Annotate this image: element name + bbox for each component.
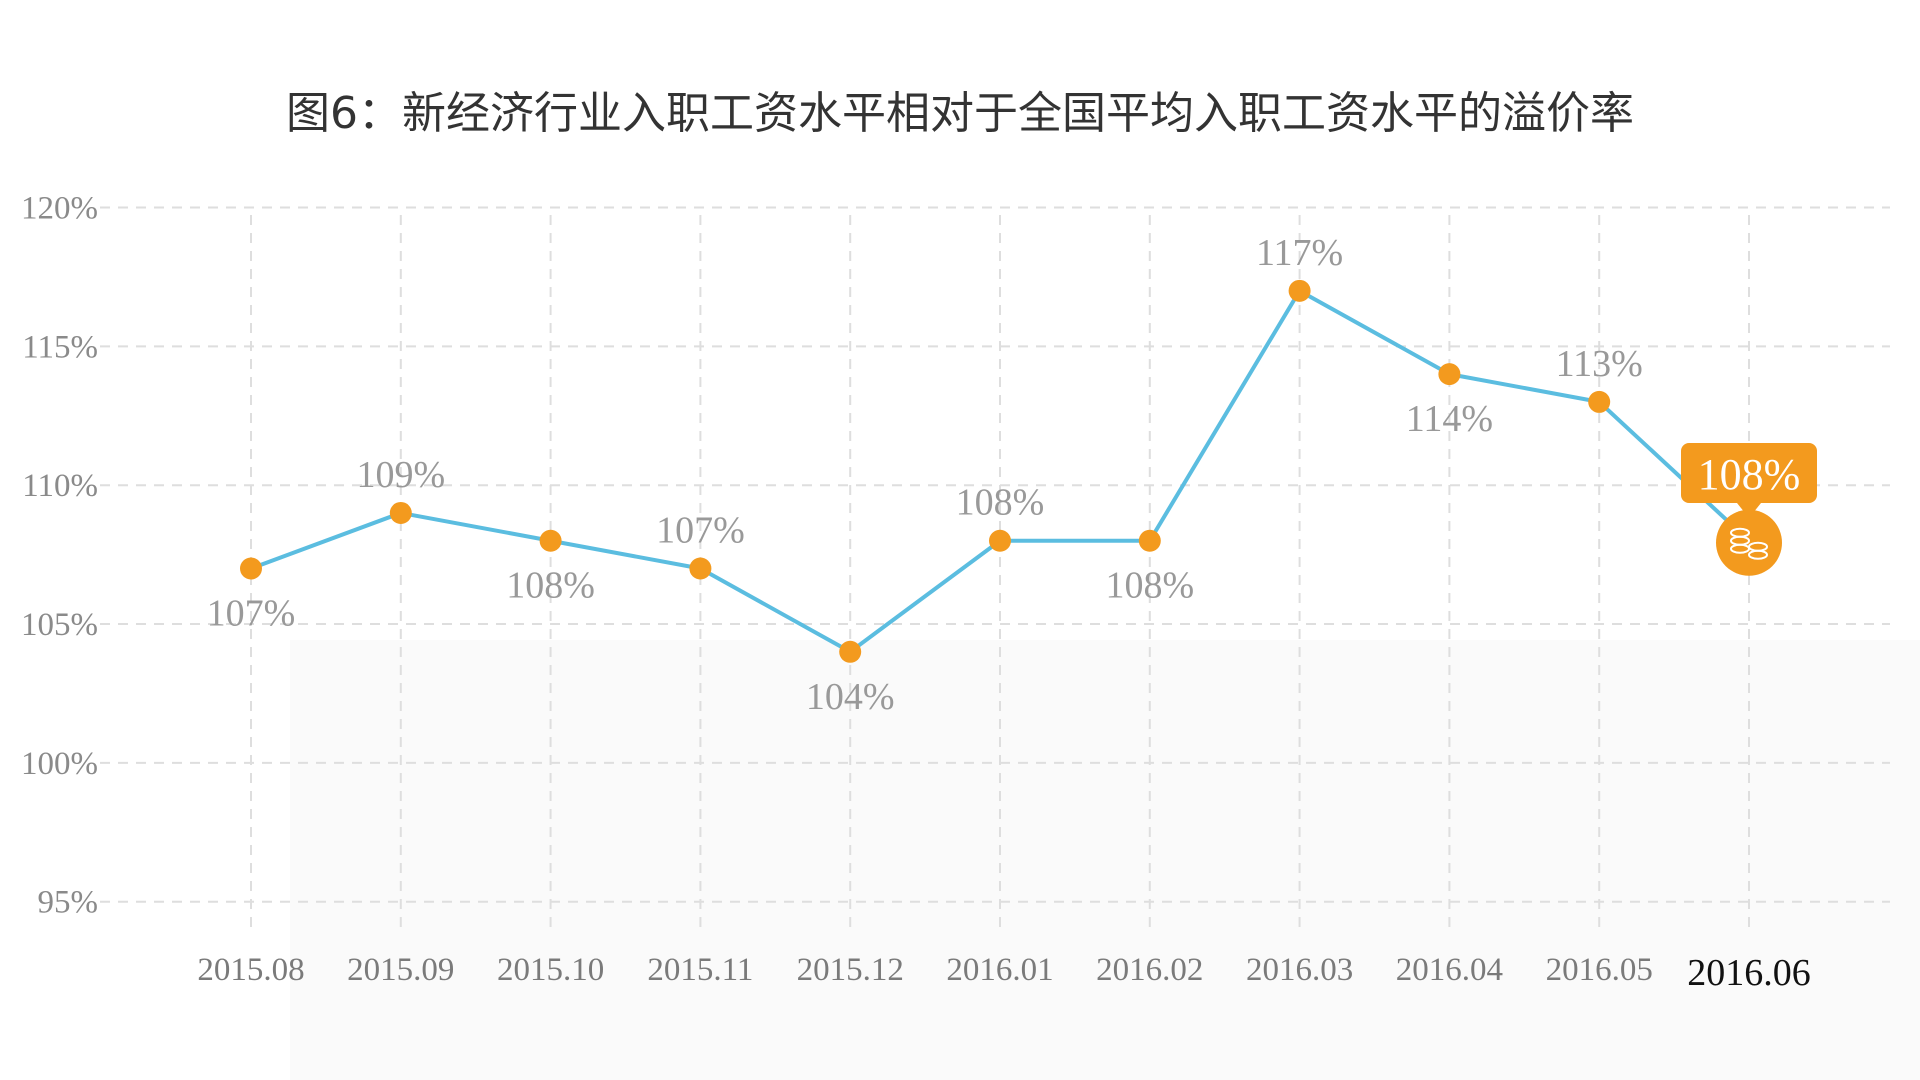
plot-shade xyxy=(290,640,1920,1080)
data-point xyxy=(240,557,262,580)
y-tick-label: 115% xyxy=(22,329,98,365)
data-label: 107% xyxy=(207,593,296,635)
callout-box xyxy=(1681,443,1817,503)
x-tick-label: 2015.12 xyxy=(797,952,904,988)
data-label: 108% xyxy=(1105,565,1194,607)
data-markers xyxy=(240,279,1611,663)
x-axis-ticks: 2015.08 2015.09 2015.10 2015.11 2015.12 2016.… xyxy=(197,952,1810,994)
data-point xyxy=(1588,390,1611,413)
y-axis-ticks: 95% 100% 105% 110% 115% 120% xyxy=(21,191,98,921)
callout-label: 108% xyxy=(1698,450,1801,499)
vertical-grid xyxy=(250,215,1750,930)
y-tick-label: 120% xyxy=(21,191,98,227)
x-tick-label: 2015.11 xyxy=(647,952,753,988)
y-tick-label: 105% xyxy=(21,607,98,643)
data-label: 113% xyxy=(1556,343,1643,385)
data-label: 117% xyxy=(1256,232,1343,274)
data-label: 104% xyxy=(806,676,895,718)
chart-title: 图6：新经济行业入职工资水平相对于全国平均入职工资水平的溢价率 xyxy=(286,88,1634,139)
x-tick-label: 2015.10 xyxy=(497,952,604,988)
data-label: 107% xyxy=(656,510,745,552)
y-tick-label: 110% xyxy=(22,468,98,504)
x-tick-label: 2016.02 xyxy=(1096,952,1203,988)
highlight-callout: 108% xyxy=(1681,443,1817,518)
data-point xyxy=(1138,529,1161,552)
data-label: 109% xyxy=(356,454,445,496)
x-tick-label: 2016.04 xyxy=(1396,952,1503,988)
y-tick-label: 95% xyxy=(38,885,99,921)
data-label: 114% xyxy=(1406,398,1493,440)
y-tick-label: 100% xyxy=(21,746,98,782)
x-tick-label: 2015.08 xyxy=(197,952,304,988)
data-point xyxy=(1288,279,1311,302)
data-point xyxy=(539,529,562,552)
data-point xyxy=(689,557,712,580)
data-label: 108% xyxy=(506,565,595,607)
x-tick-label: 2016.01 xyxy=(946,952,1053,988)
coins-icon xyxy=(1716,509,1782,576)
data-point xyxy=(389,501,412,524)
x-tick-label: 2015.09 xyxy=(347,952,454,988)
x-tick-label: 2016.06 xyxy=(1687,952,1811,994)
coin-shape xyxy=(1748,549,1768,560)
data-labels: 107% 109% 108% 107% 104% 108% 108% 117% 114% 113% xyxy=(207,232,1643,718)
x-tick-label: 2016.03 xyxy=(1246,952,1353,988)
x-tick-label: 2016.05 xyxy=(1546,952,1653,988)
data-point xyxy=(1438,363,1461,386)
data-label: 108% xyxy=(956,482,1045,524)
data-point xyxy=(989,529,1011,552)
data-point xyxy=(839,640,862,663)
